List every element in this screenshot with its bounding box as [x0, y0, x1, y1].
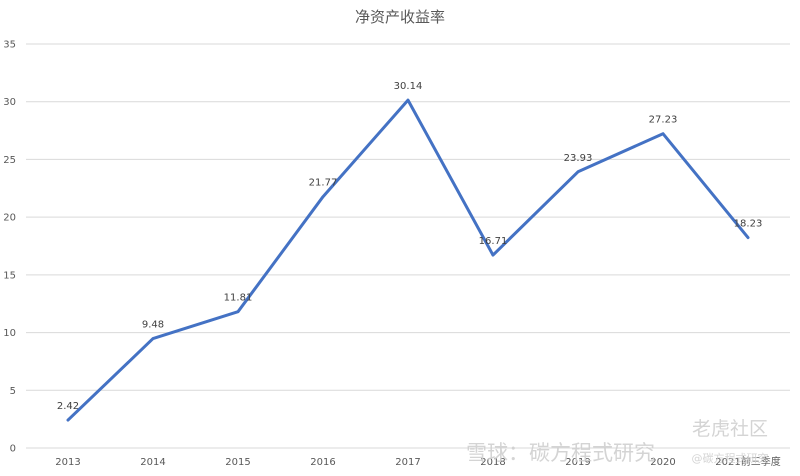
data-label: 21.77 [309, 178, 338, 189]
data-label: 16.71 [479, 236, 508, 247]
x-axis-ticks: 2013 2014 2015 2016 2017 2018 2019 2020 2021前三季度 [55, 455, 780, 468]
x-tick-label: 2015 [225, 457, 250, 468]
data-label: 18.23 [734, 219, 763, 230]
x-tick-label: 2021前三季度 [715, 455, 780, 468]
x-tick-label: 2014 [140, 457, 165, 468]
y-tick-label: 0 [10, 444, 16, 455]
y-tick-label: 25 [3, 155, 16, 166]
watermark-xueqiu: 雪球：碳方程式研究 [466, 441, 655, 465]
data-label: 23.93 [564, 153, 593, 164]
y-tick-label: 35 [3, 40, 16, 51]
data-label: 30.14 [394, 81, 423, 92]
watermark-handle: @碳方程式研究 [692, 451, 769, 465]
y-tick-label: 30 [3, 97, 16, 108]
x-tick-label: 2019 [565, 457, 590, 468]
series-line [66, 98, 750, 422]
watermark: 老虎社区 雪球：碳方程式研究 @碳方程式研究 [466, 418, 769, 465]
x-tick-label: 2018 [480, 457, 505, 468]
y-tick-label: 10 [3, 328, 16, 339]
x-tick-label: 2017 [395, 457, 420, 468]
y-tick-label: 20 [3, 213, 16, 224]
data-labels: 2.42 9.48 11.81 21.77 30.14 16.71 23.93 27.23 18… [57, 81, 762, 412]
x-tick-label: 2013 [55, 457, 80, 468]
data-label: 2.42 [57, 401, 79, 412]
chart-title: 净资产收益率 [355, 8, 445, 26]
x-tick-label: 2020 [650, 457, 675, 468]
y-axis-ticks: 0 5 10 15 20 25 30 35 [3, 40, 16, 455]
y-tick-label: 5 [10, 386, 16, 397]
gridlines [26, 43, 790, 449]
watermark-tiger: 老虎社区 [692, 418, 768, 440]
data-label: 11.81 [224, 293, 253, 304]
data-label: 9.48 [142, 320, 164, 331]
y-tick-label: 15 [3, 270, 16, 281]
data-label: 27.23 [649, 115, 678, 126]
x-tick-label: 2016 [310, 457, 335, 468]
